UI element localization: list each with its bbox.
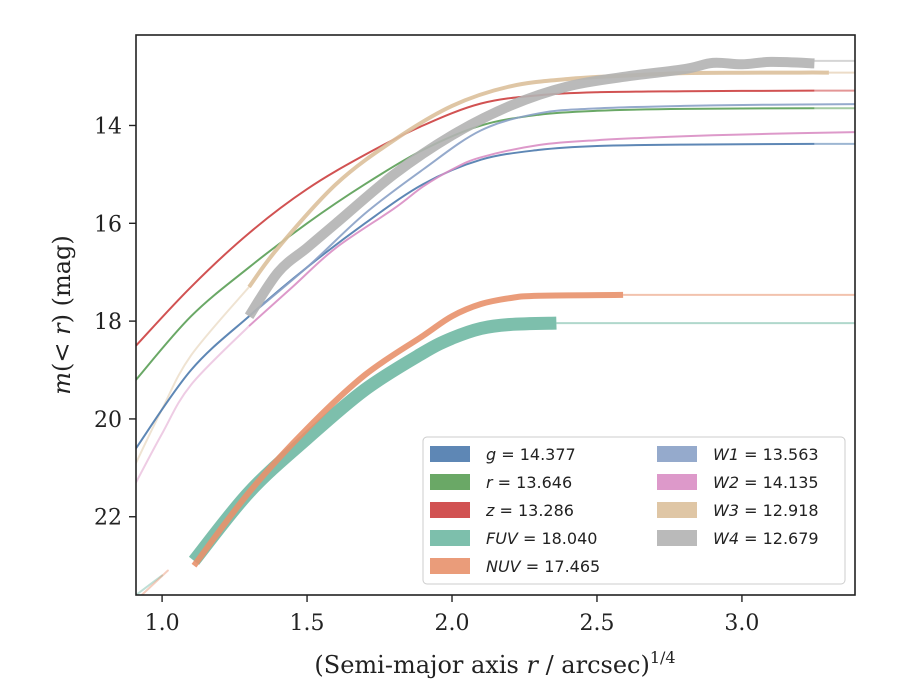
y-tick-label-0: 14 [94, 114, 122, 139]
y-tick-label-3: 20 [94, 408, 122, 433]
legend-swatch-5 [657, 446, 697, 462]
series-line-6 [248, 131, 855, 327]
legend-label-3: FUV = 18.040 [486, 529, 597, 548]
legend-label-5: W1 = 13.563 [713, 445, 819, 464]
legend: g = 14.377 r = 13.646 z = 13.286 FUV = 18.0… [422, 436, 846, 585]
x-tick-label-1: 1.5 [290, 611, 325, 636]
plot-area [136, 56, 855, 595]
y-ticks: 14 16 18 20 22 [94, 114, 136, 531]
legend-swatch-1 [430, 474, 470, 490]
y-axis-title: m(< r) (mag) [48, 235, 76, 395]
legend-label-6: W2 = 14.135 [713, 473, 819, 492]
faint-inner-segment-0 [136, 574, 164, 595]
x-tick-label-4: 3.0 [724, 611, 759, 636]
legend-swatch-0 [430, 446, 470, 462]
x-ticks: 1.0 1.5 2.0 2.5 3.0 [145, 595, 759, 636]
faint-inner-segment-3 [136, 285, 251, 464]
faint-inner-segment-2 [136, 325, 251, 484]
y-tick-label-1: 16 [94, 212, 122, 237]
legend-swatch-3 [430, 530, 470, 546]
legend-label-2: z = 13.286 [485, 501, 574, 520]
y-tick-label-4: 22 [94, 506, 122, 531]
legend-label-4: NUV = 17.465 [486, 557, 600, 576]
legend-swatch-2 [430, 502, 470, 518]
legend-label-1: r = 13.646 [486, 473, 572, 492]
x-axis-title: (Semi-major axis r / arcsec)1/4 [314, 648, 675, 679]
y-tick-label-2: 18 [94, 310, 122, 335]
series-line-0 [136, 142, 815, 449]
x-tick-label-3: 2.5 [579, 611, 614, 636]
legend-label-7: W3 = 12.918 [713, 501, 819, 520]
series-line-5 [248, 103, 855, 317]
legend-box [422, 436, 846, 585]
legend-label-0: g = 14.377 [486, 445, 576, 464]
x-tick-label-2: 2.0 [435, 611, 470, 636]
series-line-4 [191, 291, 624, 568]
legend-swatch-4 [430, 558, 470, 574]
series-line-2 [136, 89, 815, 347]
series-line-7 [247, 70, 829, 289]
faint-inner-segment-1 [140, 569, 169, 595]
legend-swatch-8 [657, 530, 697, 546]
series-line-8 [244, 56, 815, 319]
x-tick-label-0: 1.0 [145, 611, 180, 636]
legend-swatch-6 [657, 474, 697, 490]
legend-swatch-7 [657, 502, 697, 518]
plot-frame [135, 34, 856, 596]
legend-label-8: W4 = 12.679 [713, 529, 819, 548]
